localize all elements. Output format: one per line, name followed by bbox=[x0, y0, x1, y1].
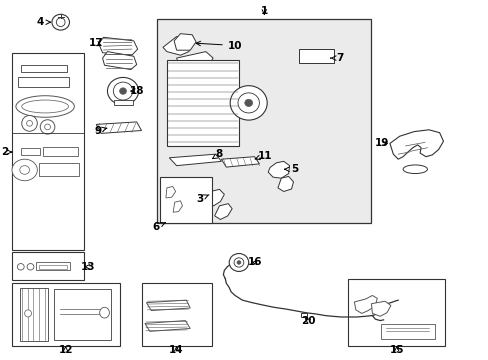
Polygon shape bbox=[102, 51, 137, 69]
Polygon shape bbox=[174, 34, 196, 50]
Polygon shape bbox=[163, 37, 192, 55]
Text: 17: 17 bbox=[88, 38, 103, 48]
Polygon shape bbox=[371, 301, 390, 316]
Bar bbox=[12, 252, 84, 280]
Text: 19: 19 bbox=[374, 139, 388, 148]
Polygon shape bbox=[214, 204, 232, 220]
Ellipse shape bbox=[234, 258, 244, 267]
Text: 18: 18 bbox=[129, 86, 143, 96]
Ellipse shape bbox=[100, 307, 109, 318]
Text: 1: 1 bbox=[260, 6, 267, 16]
Ellipse shape bbox=[16, 96, 74, 117]
Ellipse shape bbox=[52, 14, 69, 30]
Text: 10: 10 bbox=[196, 41, 242, 50]
Text: 11: 11 bbox=[255, 150, 272, 161]
Text: 3: 3 bbox=[196, 194, 208, 204]
Bar bbox=[347, 279, 445, 346]
Ellipse shape bbox=[230, 86, 266, 120]
Ellipse shape bbox=[120, 88, 126, 94]
Bar bbox=[380, 324, 434, 338]
Text: 9: 9 bbox=[94, 126, 107, 135]
Ellipse shape bbox=[107, 77, 138, 105]
Bar bbox=[20, 288, 48, 341]
Text: 12: 12 bbox=[58, 345, 73, 355]
Bar bbox=[20, 148, 40, 155]
Ellipse shape bbox=[21, 100, 68, 113]
Bar bbox=[300, 314, 306, 317]
Bar bbox=[39, 265, 67, 269]
Bar bbox=[20, 64, 67, 72]
Polygon shape bbox=[221, 157, 259, 167]
Polygon shape bbox=[176, 51, 213, 69]
Text: 20: 20 bbox=[300, 316, 315, 325]
Bar bbox=[141, 283, 212, 346]
Polygon shape bbox=[389, 130, 443, 159]
Ellipse shape bbox=[113, 82, 133, 100]
Text: 7: 7 bbox=[330, 53, 343, 63]
Bar bbox=[12, 283, 120, 346]
Ellipse shape bbox=[40, 120, 55, 134]
Bar bbox=[42, 147, 78, 156]
Bar bbox=[39, 163, 79, 176]
Polygon shape bbox=[169, 154, 221, 166]
Text: 6: 6 bbox=[152, 222, 165, 231]
Polygon shape bbox=[144, 320, 190, 331]
Polygon shape bbox=[354, 296, 377, 314]
Polygon shape bbox=[99, 37, 137, 55]
Ellipse shape bbox=[17, 264, 24, 270]
Polygon shape bbox=[206, 189, 224, 206]
Polygon shape bbox=[277, 176, 293, 192]
Bar bbox=[159, 177, 212, 223]
Ellipse shape bbox=[44, 124, 50, 130]
Bar bbox=[36, 262, 70, 270]
Bar bbox=[157, 19, 371, 223]
Text: 8: 8 bbox=[212, 149, 223, 159]
Bar bbox=[166, 60, 239, 146]
Polygon shape bbox=[96, 122, 141, 134]
Text: 2: 2 bbox=[1, 147, 12, 157]
Ellipse shape bbox=[24, 310, 31, 317]
Ellipse shape bbox=[238, 93, 259, 113]
Ellipse shape bbox=[21, 116, 37, 131]
Polygon shape bbox=[173, 201, 182, 212]
Text: 16: 16 bbox=[248, 257, 262, 267]
Ellipse shape bbox=[27, 264, 34, 270]
Ellipse shape bbox=[56, 18, 65, 27]
Ellipse shape bbox=[20, 166, 29, 174]
Text: 13: 13 bbox=[81, 262, 95, 272]
Ellipse shape bbox=[26, 121, 32, 126]
Ellipse shape bbox=[402, 165, 427, 174]
Bar bbox=[299, 49, 334, 63]
Ellipse shape bbox=[12, 159, 37, 181]
Text: 4: 4 bbox=[37, 17, 50, 27]
Bar bbox=[12, 53, 84, 250]
Bar bbox=[114, 100, 133, 105]
Text: 5: 5 bbox=[284, 164, 298, 174]
Text: 15: 15 bbox=[389, 345, 403, 355]
Ellipse shape bbox=[237, 261, 241, 264]
Text: 14: 14 bbox=[169, 345, 183, 355]
Bar bbox=[18, 77, 69, 87]
Polygon shape bbox=[146, 300, 190, 311]
Polygon shape bbox=[165, 186, 175, 198]
Ellipse shape bbox=[244, 99, 252, 107]
Ellipse shape bbox=[229, 253, 248, 271]
Bar bbox=[54, 289, 111, 339]
Polygon shape bbox=[267, 161, 289, 178]
